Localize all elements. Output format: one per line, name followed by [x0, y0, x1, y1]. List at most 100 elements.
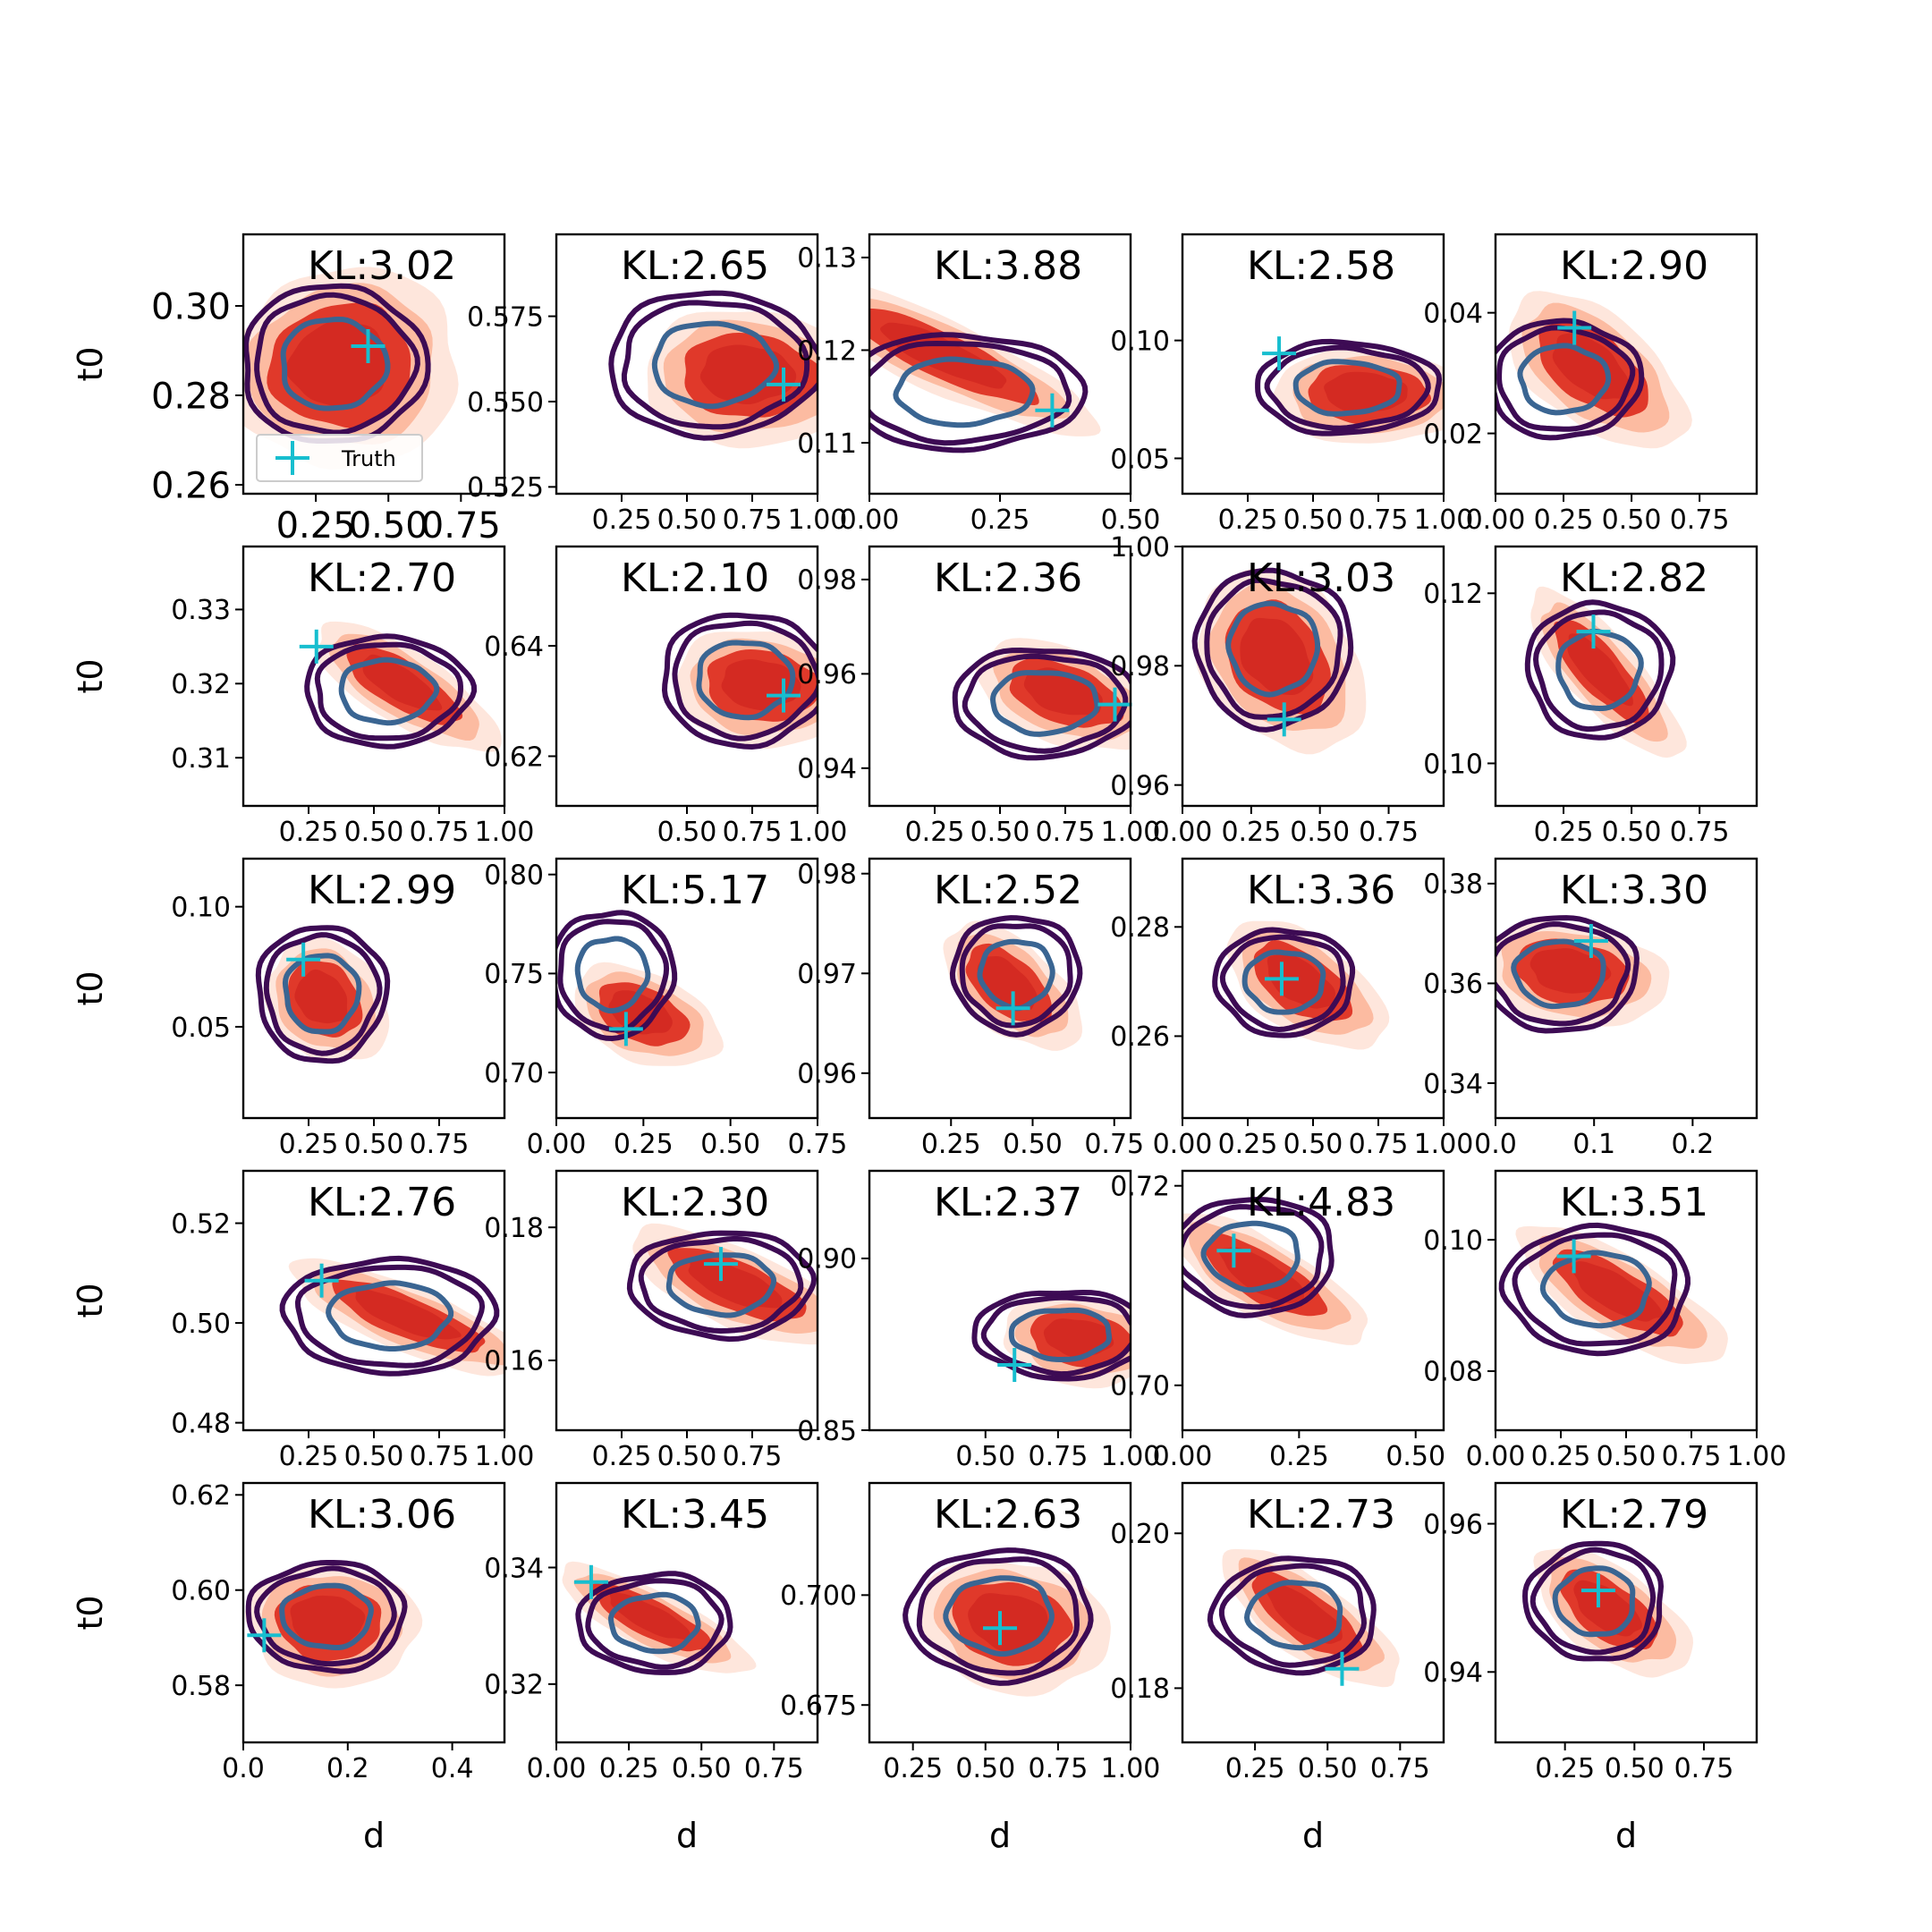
contour-outer-1: [662, 612, 818, 750]
x-tick-label: 0.75: [1670, 504, 1730, 536]
panel-frame: [868, 1169, 1132, 1432]
truth-marker: [608, 1012, 643, 1046]
x-tick-label: 0.50: [1101, 504, 1161, 536]
contour-outer-1: [245, 1560, 408, 1674]
x-tick-label: 0.50: [1597, 1441, 1657, 1472]
x-tick-label: 0.75: [788, 1129, 848, 1160]
y-tick-label: 0.52: [171, 1208, 231, 1240]
x-tick-label: 1.00: [788, 504, 848, 536]
x-tick-label: 0.00: [1153, 817, 1213, 848]
x-tick-label: 0.25: [970, 504, 1030, 536]
x-tick-label: 0.75: [1370, 1753, 1430, 1784]
x-tick-label: 0.00: [1153, 1129, 1213, 1160]
y-tick-label: 0.97: [797, 959, 857, 990]
panel-frame: [1181, 1169, 1445, 1432]
y-tick-label: 0.02: [1423, 419, 1483, 450]
y-tick-label: 0.525: [467, 472, 544, 504]
contour-outer-1: [1255, 338, 1443, 436]
y-tick-label: 0.70: [484, 1058, 544, 1089]
x-tick-label: 1.00: [1101, 1441, 1161, 1472]
y-tick-label: 0.700: [780, 1580, 857, 1612]
x-tick-label: 1.00: [1101, 1753, 1161, 1784]
truth-marker: [1325, 1651, 1360, 1686]
contour-outer-1: [1524, 599, 1676, 741]
x-tick-label: 0.50: [700, 1129, 760, 1160]
x-tick-label: 0.25: [279, 1441, 339, 1472]
panel-15: 0.0 0.1 0.2 0.34 0.36 0.38 KL:3.30: [1423, 857, 1758, 1160]
contour-outer-2: [1204, 577, 1343, 720]
contour-outer-2: [959, 923, 1073, 1029]
kl-annotation: KL:2.30: [621, 1180, 769, 1225]
density-fill-level-4: [1218, 1247, 1304, 1303]
x-tick-label: 1.00: [1414, 504, 1474, 536]
contour-outer-1: [1182, 1197, 1335, 1318]
panel-14: 0.00 0.25 0.50 0.75 1.00 0.26 0.28 KL:3.36: [1110, 857, 1474, 1160]
contour-outer-2: [638, 1235, 804, 1334]
x-tick-label: 0.50: [657, 817, 717, 848]
contour-outer-1: [243, 283, 431, 444]
truth-marker: [1216, 1233, 1251, 1268]
y-tick-label: 0.50: [171, 1309, 231, 1340]
y-tick-label: 0.30: [151, 286, 231, 327]
x-tick-label: 0.50: [344, 817, 404, 848]
x-tick-label: 0.00: [1153, 1441, 1213, 1472]
y-tick-label: 0.05: [1110, 444, 1170, 475]
x-tick-label: 0.75: [1028, 1441, 1088, 1472]
truth-marker: [304, 1263, 339, 1298]
x-tick-label: 0.50: [955, 1753, 1015, 1784]
contour-outer-1: [1496, 915, 1640, 1034]
x-axis-label: d: [989, 1816, 1011, 1855]
x-tick-label: 0.25: [1534, 504, 1594, 536]
x-tick-label: 0.50: [1385, 1441, 1445, 1472]
kl-annotation: KL:3.02: [308, 243, 456, 289]
x-tick-label: 0.25: [1534, 817, 1594, 848]
x-axis-label: d: [363, 1816, 385, 1855]
contour-inner: [1008, 1307, 1112, 1362]
panel-18: 0.50 0.75 1.00 0.85 0.90 KL:2.37: [797, 1169, 1161, 1472]
panel-17: 0.25 0.50 0.75 0.16 0.18 KL:2.30: [484, 1169, 819, 1472]
y-axis-label: t0: [71, 346, 110, 381]
x-tick-label: 0.50: [970, 817, 1030, 848]
contour-outer-2: [916, 1556, 1080, 1676]
contour-outer-2: [621, 300, 810, 430]
x-tick-label: 0.25: [1531, 1441, 1591, 1472]
y-tick-label: 0.94: [1423, 1657, 1483, 1689]
y-tick-label: 0.85: [797, 1416, 857, 1447]
y-tick-label: 0.675: [780, 1690, 857, 1722]
truth-marker: [1262, 336, 1297, 371]
contour-outer-1: [279, 1255, 500, 1377]
contour-inner: [1555, 628, 1644, 711]
x-tick-label: 0.25: [1269, 1441, 1329, 1472]
density-fill-level-4: [1552, 333, 1631, 400]
panel-21: 0.0 0.2 0.4 0.58 0.60 0.62 KL:3.06: [171, 1480, 506, 1784]
contour-outer-1: [255, 925, 391, 1064]
kl-annotation: KL:2.65: [621, 243, 769, 289]
y-tick-label: 0.12: [1423, 579, 1483, 610]
y-axis-label: t0: [71, 1283, 110, 1318]
contour-inner: [608, 1591, 701, 1655]
x-tick-label: 0.75: [1670, 817, 1730, 848]
x-tick-label: 0.50: [1602, 504, 1662, 536]
x-tick-label: 0.25: [614, 1129, 674, 1160]
contour-inner: [665, 1252, 777, 1318]
contour-outer-2: [962, 653, 1129, 754]
density-fill-level-4: [1266, 1584, 1343, 1644]
x-tick-label: 0.0: [1474, 1129, 1517, 1160]
panel-frame: [242, 1481, 506, 1744]
contour-outer-1: [1498, 1222, 1690, 1357]
contour-inner: [893, 356, 1036, 428]
contour-outer-1: [1191, 567, 1354, 733]
x-tick-label: 0.50: [1298, 1753, 1358, 1784]
panel-frame: [1494, 545, 1758, 808]
panel-24: 0.25 0.50 0.75 0.18 0.20 KL:2.73: [1110, 1481, 1445, 1784]
x-tick-label: 1.00: [1414, 1129, 1474, 1160]
y-tick-label: 0.96: [1423, 1509, 1483, 1540]
x-tick-label: 0.50: [349, 505, 428, 547]
contour-outer-2: [1218, 1563, 1367, 1668]
density-fill-level-4: [1567, 633, 1633, 707]
x-tick-label: 0.25: [279, 817, 339, 848]
kl-annotation: KL:2.10: [621, 555, 769, 601]
panel-8: 0.25 0.50 0.75 1.00 0.94 0.96 0.98 KL:2.36: [797, 545, 1160, 848]
contour-outer-2: [1219, 934, 1346, 1032]
y-tick-label: 0.98: [797, 565, 857, 597]
